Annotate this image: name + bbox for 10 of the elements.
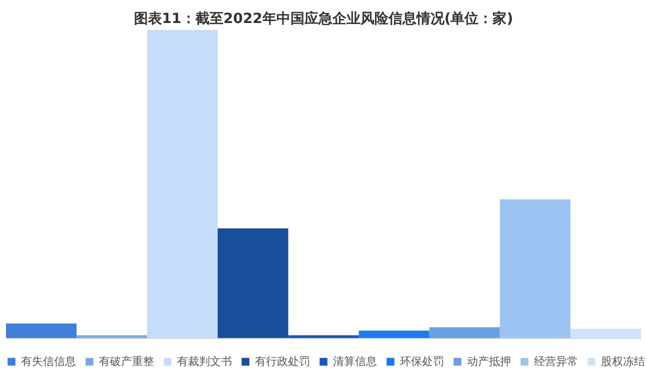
legend-label: 环保处罚 bbox=[400, 354, 444, 368]
legend-label: 有失信信息 bbox=[21, 354, 76, 368]
legend-label: 有行政处罚 bbox=[255, 354, 310, 368]
legend-label: 动产抵押 bbox=[467, 354, 511, 368]
legend-label: 有破产重整 bbox=[99, 354, 154, 368]
legend-label: 清算信息 bbox=[333, 354, 377, 368]
chart-title: 图表11：截至2022年中国应急企业风险信息情况(单位：家) bbox=[134, 10, 514, 27]
legend-label: 股权冻结 bbox=[601, 354, 645, 368]
legend-label: 有裁判文书 bbox=[177, 354, 232, 368]
legend-label: 经营异常 bbox=[534, 354, 578, 368]
